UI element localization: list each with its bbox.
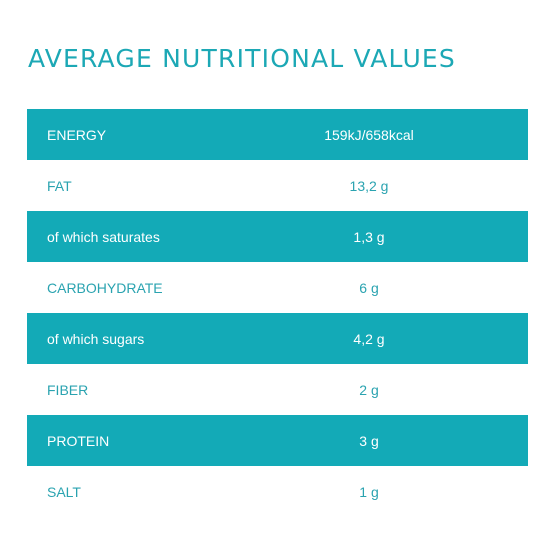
table-row: FAT 13,2 g: [27, 160, 528, 211]
nutrient-value: 4,2 g: [353, 330, 385, 347]
nutrient-label: ENERGY: [47, 126, 107, 143]
table-row: of which saturates 1,3 g: [27, 211, 528, 262]
nutrient-label: of which saturates: [47, 228, 160, 245]
nutrient-value: 1 g: [359, 483, 379, 500]
nutrient-value: 13,2 g: [349, 177, 389, 194]
nutrient-value: 1,3 g: [353, 228, 385, 245]
nutrient-label: FAT: [47, 177, 72, 194]
table-row: SALT 1 g: [27, 466, 528, 517]
table-row: ENERGY 159kJ/658kcal: [27, 109, 528, 160]
table-row: of which sugars 4,2 g: [27, 313, 528, 364]
nutrient-value: 3 g: [359, 432, 379, 449]
nutrient-value: 2 g: [359, 381, 379, 398]
nutrient-label: SALT: [47, 483, 81, 500]
nutrient-label: FIBER: [47, 381, 89, 398]
table-row: PROTEIN 3 g: [27, 415, 528, 466]
page-title: AVERAGE NUTRITIONAL VALUES: [28, 44, 457, 73]
nutrient-label: of which sugars: [47, 330, 145, 347]
nutrient-value: 159kJ/658kcal: [324, 126, 414, 143]
table-row: FIBER 2 g: [27, 364, 528, 415]
table-row: CARBOHYDRATE 6 g: [27, 262, 528, 313]
nutrient-label: PROTEIN: [47, 432, 110, 449]
nutrition-table: ENERGY 159kJ/658kcal FAT 13,2 g of which…: [27, 109, 528, 517]
nutrient-label: CARBOHYDRATE: [47, 279, 163, 296]
nutrient-value: 6 g: [359, 279, 379, 296]
